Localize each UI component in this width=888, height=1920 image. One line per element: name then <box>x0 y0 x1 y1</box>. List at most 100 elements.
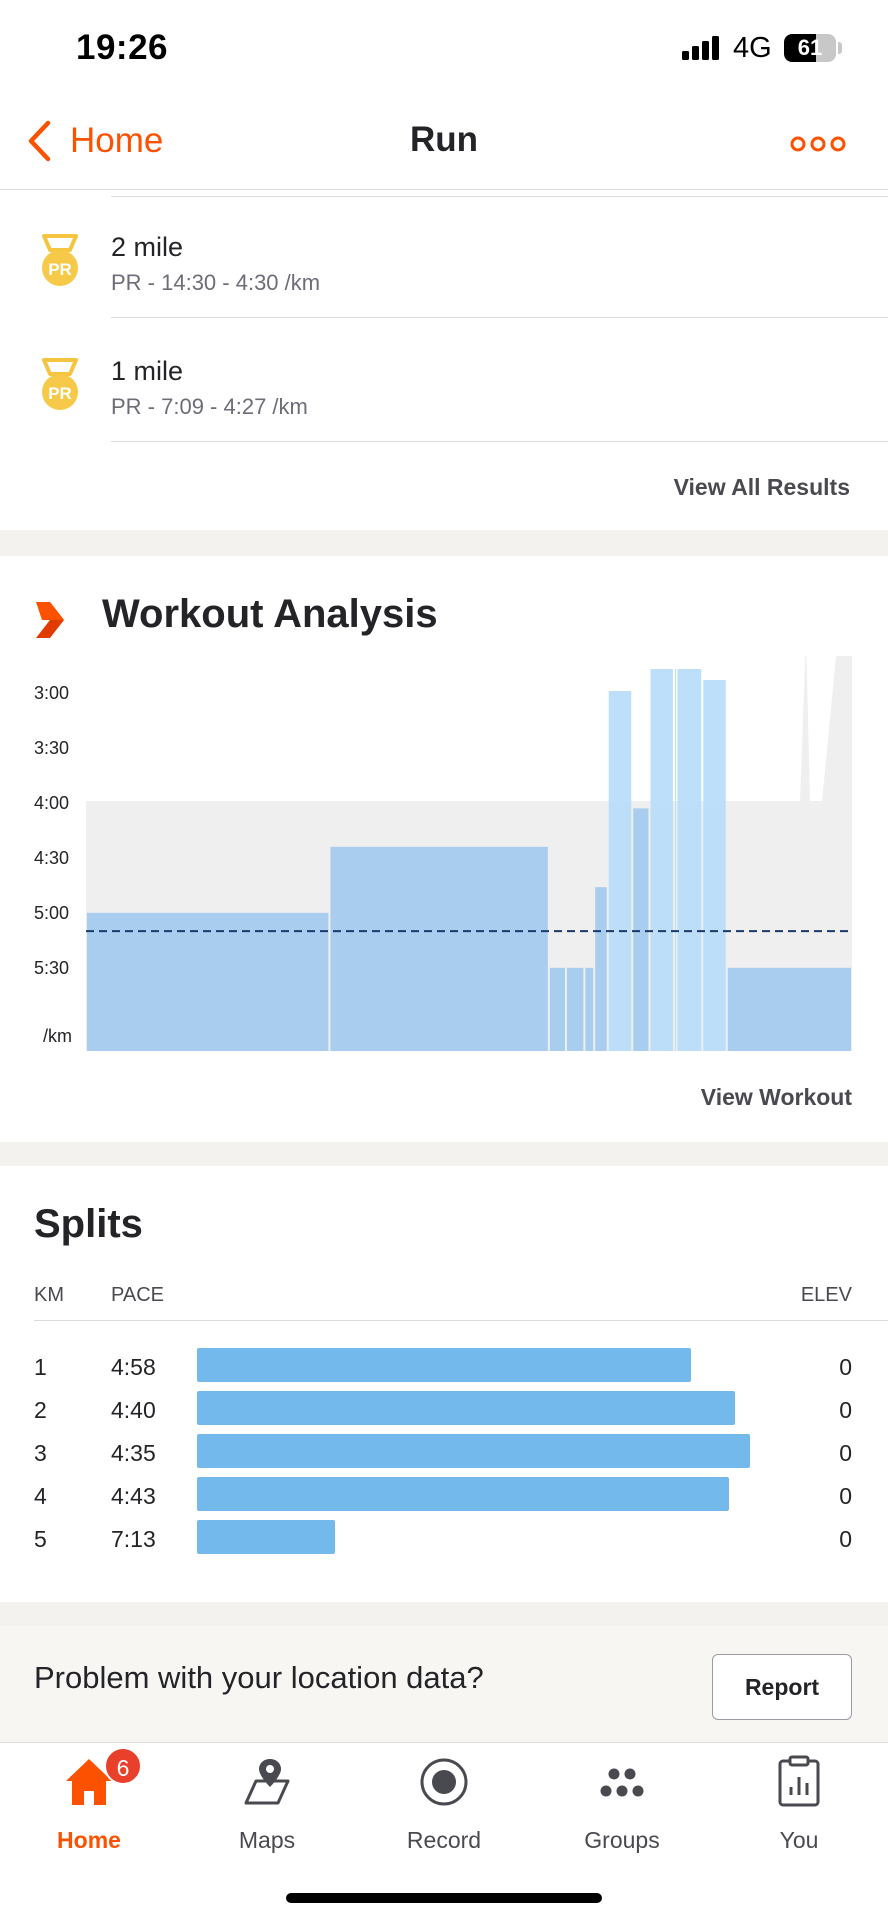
y-unit-label: /km <box>43 1026 72 1046</box>
split-elev: 0 <box>839 1440 852 1466</box>
pace-interval-bar <box>87 912 329 1051</box>
network-type: 4G <box>733 32 772 64</box>
pace-interval-bar <box>727 967 851 1051</box>
split-pace: 4:58 <box>111 1354 156 1380</box>
tab-home[interactable]: 6 Home <box>0 1743 178 1873</box>
splits-header-pace: PACE <box>111 1284 164 1306</box>
home-icon <box>66 1759 112 1805</box>
home-indicator <box>286 1893 602 1903</box>
y-tick-label: 4:30 <box>34 848 69 868</box>
divider <box>111 196 888 197</box>
tab-bar: 6 Home Maps Record Groups <box>0 1742 888 1920</box>
splits-header-km: KM <box>34 1284 64 1306</box>
section-gap <box>0 530 888 556</box>
status-bar: 19:26 4G 61 <box>0 0 888 96</box>
pr-result-row[interactable]: PR 1 mile PR - 7:09 - 4:27 /km <box>0 318 888 442</box>
y-tick-label: 4:00 <box>34 793 69 813</box>
workout-analysis-section: Workout Analysis 3:00 3:30 4:00 4:30 5:00 5:3… <box>0 556 888 1142</box>
groups-icon <box>600 1768 644 1797</box>
svg-text:PR: PR <box>48 260 72 279</box>
pr-subtitle: PR - 14:30 - 4:30 /km <box>111 270 321 295</box>
split-km: 2 <box>34 1397 47 1423</box>
report-button[interactable]: Report <box>712 1654 852 1720</box>
pace-interval-bar <box>650 669 673 1051</box>
tab-you[interactable]: You <box>710 1743 888 1873</box>
split-pace-bar <box>197 1477 729 1511</box>
pr-medal-icon: PR <box>42 358 78 410</box>
divider <box>34 1320 888 1321</box>
split-row: 1 4:58 0 <box>0 1348 888 1391</box>
tab-label: You <box>779 1827 819 1853</box>
split-row: 2 4:40 0 <box>0 1391 888 1434</box>
back-label: Home <box>70 121 164 160</box>
chevron-left-icon <box>28 120 51 162</box>
cellular-signal-icon <box>682 36 722 60</box>
battery-tip <box>838 42 842 54</box>
tab-record[interactable]: Record <box>355 1743 533 1873</box>
section-gap <box>0 1142 888 1166</box>
view-all-results-link[interactable]: View All Results <box>673 474 850 500</box>
pace-interval-bar <box>674 669 676 1051</box>
results-section: PR 2 mile PR - 14:30 - 4:30 /km PR 1 mil… <box>0 190 888 530</box>
pace-zone-spike <box>822 656 852 801</box>
tab-groups[interactable]: Groups <box>533 1743 711 1873</box>
split-pace-bar <box>197 1520 335 1554</box>
pace-interval-bar <box>549 967 565 1051</box>
section-title: Splits <box>34 1202 143 1246</box>
tab-label: Groups <box>584 1827 660 1853</box>
pace-zone-spike <box>800 656 810 801</box>
y-tick-label: 5:00 <box>34 903 69 923</box>
back-button[interactable]: Home <box>26 116 163 166</box>
pace-interval-bar <box>585 967 594 1051</box>
view-workout-link[interactable]: View Workout <box>700 1084 852 1110</box>
divider <box>111 317 888 318</box>
more-dots-icon[interactable] <box>790 132 846 156</box>
svg-text:PR: PR <box>48 384 72 403</box>
pace-interval-bar <box>703 680 726 1051</box>
pr-title: 2 mile <box>111 232 184 262</box>
battery-level: 61 <box>797 35 823 60</box>
pr-result-row[interactable]: PR 2 mile PR - 14:30 - 4:30 /km <box>0 194 888 318</box>
split-km: 4 <box>34 1483 47 1509</box>
tab-label: Record <box>406 1827 482 1853</box>
pr-subtitle: PR - 7:09 - 4:27 /km <box>111 394 308 419</box>
pr-title: 1 mile <box>111 356 184 386</box>
splits-header-elev: ELEV <box>800 1284 852 1306</box>
split-pace: 4:43 <box>111 1483 156 1509</box>
split-pace: 7:13 <box>111 1526 156 1552</box>
split-elev: 0 <box>839 1483 852 1509</box>
pace-chart[interactable]: 3:00 3:30 4:00 4:30 5:00 5:30/km <box>0 656 888 1076</box>
split-row: 3 4:35 0 <box>0 1434 888 1477</box>
location-problem-section: Problem with your location data? Report <box>0 1626 888 1742</box>
y-tick-label: 5:30 <box>34 958 69 978</box>
pace-interval-bar <box>330 846 548 1051</box>
split-pace: 4:35 <box>111 1440 156 1466</box>
section-title: Workout Analysis <box>102 592 438 636</box>
tab-maps[interactable]: Maps <box>178 1743 356 1873</box>
pace-interval-bar <box>633 808 649 1051</box>
split-row: 5 7:13 0 <box>0 1520 888 1563</box>
battery-icon: 61 <box>784 34 836 62</box>
pace-interval-bar <box>677 669 702 1051</box>
divider <box>111 441 888 442</box>
splits-section: Splits KM PACE ELEV 1 4:58 0 2 4:40 0 3 … <box>0 1166 888 1602</box>
record-icon <box>420 1758 468 1806</box>
pace-interval-bar <box>608 691 632 1051</box>
split-pace-bar <box>197 1434 750 1468</box>
split-elev: 0 <box>839 1397 852 1423</box>
split-km: 5 <box>34 1526 47 1552</box>
split-pace-bar <box>197 1391 735 1425</box>
clipboard-chart-icon <box>778 1755 820 1807</box>
location-problem-text: Problem with your location data? <box>34 1660 484 1695</box>
chevron-right-brand-icon <box>36 602 64 638</box>
section-gap <box>0 1602 888 1626</box>
pr-medal-icon: PR <box>42 234 78 286</box>
split-elev: 0 <box>839 1526 852 1552</box>
pace-interval-bar <box>595 887 607 1051</box>
split-row: 4 4:43 0 <box>0 1477 888 1520</box>
pace-interval-bar <box>566 967 584 1051</box>
y-tick-label: 3:00 <box>34 683 69 703</box>
map-pin-icon <box>244 1759 290 1805</box>
split-elev: 0 <box>839 1354 852 1380</box>
split-km: 3 <box>34 1440 47 1466</box>
